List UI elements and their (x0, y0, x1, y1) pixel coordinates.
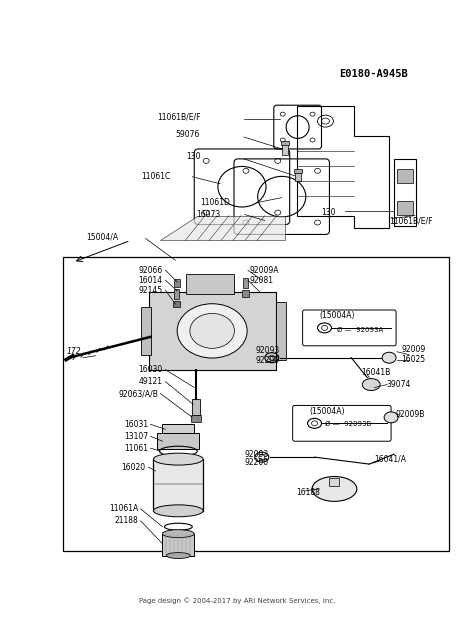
Bar (276, 302, 286, 360)
Bar (397, 201, 413, 215)
Text: 92081: 92081 (250, 275, 274, 285)
Text: 16073: 16073 (196, 210, 220, 219)
Text: 92200: 92200 (256, 356, 280, 365)
Bar (281, 141, 289, 145)
Text: 11061: 11061 (125, 444, 148, 452)
Text: 92009: 92009 (401, 345, 425, 354)
Text: 92093: 92093 (245, 449, 269, 459)
Text: 16041B: 16041B (361, 368, 391, 377)
Text: 16041/A: 16041/A (374, 454, 406, 464)
Text: 16031: 16031 (124, 420, 148, 429)
Bar (329, 478, 339, 486)
Ellipse shape (163, 530, 194, 538)
Text: 16020: 16020 (121, 462, 146, 472)
Text: Ø —  92093A: Ø — 92093A (337, 327, 383, 333)
Text: (15004A): (15004A) (319, 311, 355, 321)
Text: 59076: 59076 (176, 129, 200, 139)
Text: Page design © 2004-2017 by ARI Network Services, Inc.: Page design © 2004-2017 by ARI Network S… (139, 597, 335, 604)
Bar (191, 415, 201, 422)
Text: 16030: 16030 (138, 365, 163, 374)
Bar (157, 433, 199, 449)
Bar (242, 290, 249, 297)
Bar (192, 399, 200, 415)
Text: 92200: 92200 (245, 457, 269, 467)
Bar (141, 307, 151, 355)
Text: 16188: 16188 (297, 488, 320, 498)
Text: 92009B: 92009B (395, 410, 424, 419)
Bar (295, 171, 301, 181)
Polygon shape (161, 215, 285, 240)
Bar (243, 278, 248, 288)
Text: 11061B/E/F: 11061B/E/F (157, 113, 200, 122)
Bar (63, 258, 449, 550)
Text: 11061C: 11061C (141, 172, 170, 181)
Text: 16014: 16014 (138, 275, 163, 285)
Bar (173, 301, 180, 307)
Ellipse shape (177, 304, 247, 358)
Ellipse shape (154, 453, 203, 465)
Text: 92009A: 92009A (250, 266, 280, 275)
Text: (15004A): (15004A) (310, 407, 345, 416)
Bar (174, 279, 180, 287)
Text: 11061B/E/F: 11061B/E/F (389, 216, 433, 225)
Bar (394, 159, 416, 227)
Ellipse shape (362, 379, 380, 391)
Text: 15004/A: 15004/A (87, 233, 118, 242)
Text: 13107: 13107 (124, 432, 148, 441)
Text: 130: 130 (186, 152, 200, 162)
Bar (294, 169, 301, 173)
Text: 21188: 21188 (115, 516, 138, 526)
Bar (397, 169, 413, 183)
Bar (186, 274, 234, 294)
Text: 49121: 49121 (138, 377, 163, 386)
Text: 16025: 16025 (401, 355, 425, 364)
Bar (282, 143, 288, 155)
Text: 92063/A/B: 92063/A/B (118, 389, 158, 398)
Bar (148, 292, 276, 370)
Ellipse shape (384, 412, 398, 423)
Text: 39074: 39074 (386, 380, 410, 389)
Text: 172: 172 (66, 347, 81, 357)
Text: E0180-A945B: E0180-A945B (339, 69, 408, 79)
Bar (163, 534, 194, 555)
Text: 11061A: 11061A (109, 504, 138, 513)
Text: 130: 130 (321, 208, 336, 217)
Bar (154, 459, 203, 511)
Ellipse shape (382, 352, 396, 363)
Text: 11061D: 11061D (200, 198, 230, 207)
Text: Ø —  92093B: Ø — 92093B (326, 422, 372, 427)
Ellipse shape (190, 313, 235, 348)
Text: 92093: 92093 (256, 346, 280, 355)
Ellipse shape (154, 505, 203, 517)
Bar (174, 289, 179, 299)
Text: 92066: 92066 (138, 266, 163, 275)
Bar (163, 424, 194, 435)
Text: 92145: 92145 (138, 285, 163, 295)
Ellipse shape (166, 553, 190, 558)
Ellipse shape (312, 477, 357, 501)
